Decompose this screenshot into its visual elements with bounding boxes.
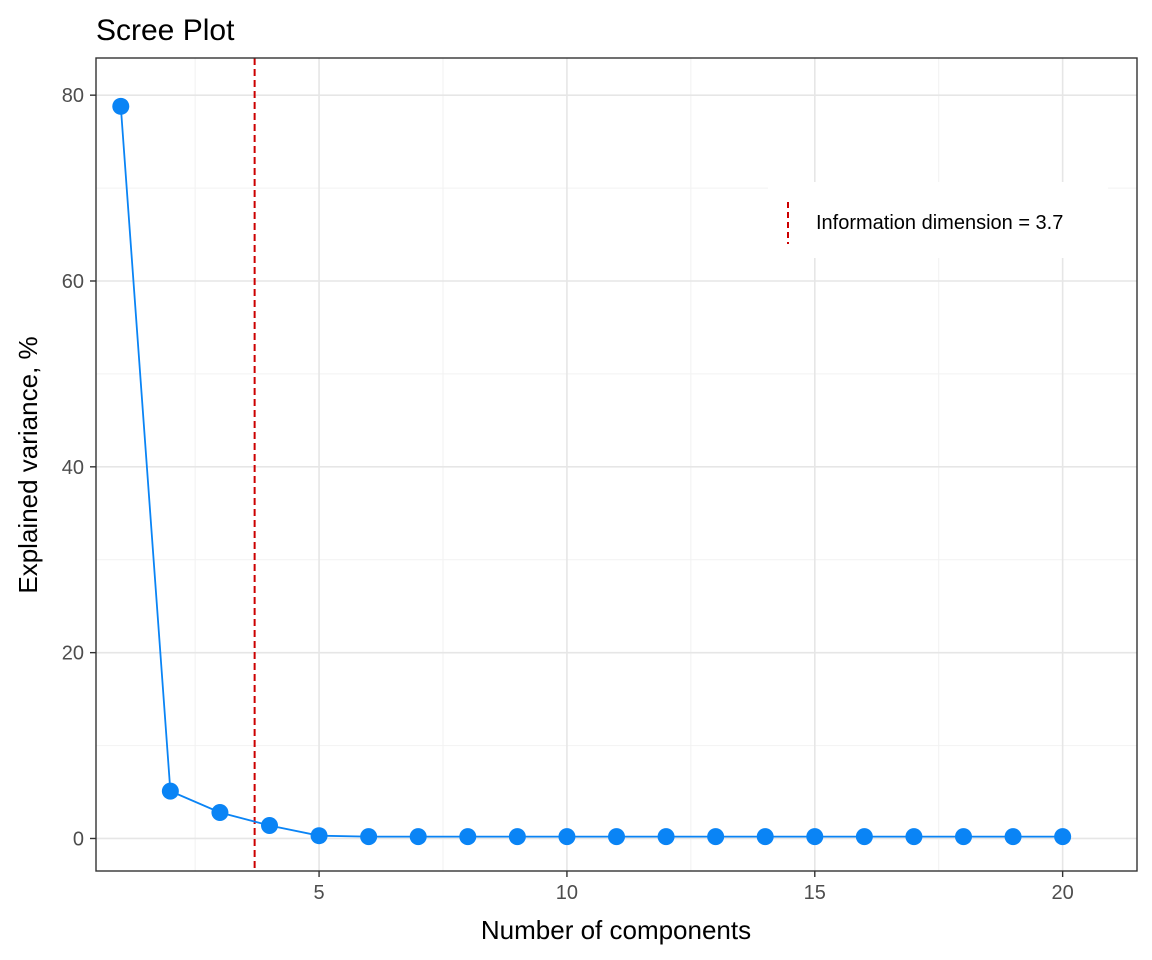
legend-background	[768, 182, 1108, 258]
legend-label: Information dimension = 3.7	[816, 212, 1063, 234]
data-point	[261, 816, 278, 834]
data-point	[508, 828, 526, 846]
y-axis-title: Explained variance, %	[13, 336, 43, 593]
data-point	[161, 782, 179, 800]
data-point	[855, 828, 873, 846]
panel-border	[95, 57, 1138, 872]
x-axis-title: Number of components	[481, 915, 751, 945]
data-point	[806, 828, 824, 846]
data-point	[558, 828, 576, 846]
data-point	[1004, 828, 1022, 846]
y-tick-label: 80	[62, 85, 84, 107]
y-tick-label: 20	[62, 643, 84, 665]
data-point	[707, 828, 725, 846]
data-point	[112, 97, 130, 115]
x-tick-label: 5	[314, 882, 325, 904]
ticks-layer: 5 10 15 20 0 20 40 60 80	[62, 85, 1074, 904]
y-tick-label: 40	[62, 457, 84, 479]
data-point	[459, 828, 477, 846]
data-point	[310, 827, 328, 845]
y-tick-label: 0	[73, 828, 84, 850]
data-point	[409, 828, 427, 846]
y-tick-label: 60	[62, 271, 84, 293]
legend: Information dimension = 3.7	[768, 182, 1108, 258]
data-point	[905, 828, 923, 846]
data-point	[756, 828, 774, 846]
x-tick-label: 10	[556, 882, 578, 904]
x-tick-label: 20	[1052, 882, 1074, 904]
data-point	[608, 828, 625, 846]
data-point	[657, 828, 675, 846]
series-layer	[112, 97, 1072, 846]
data-point	[360, 828, 378, 846]
chart-title: Scree Plot	[96, 14, 235, 47]
data-point	[211, 803, 229, 821]
data-point	[955, 828, 972, 846]
data-point	[1054, 828, 1072, 846]
x-tick-label: 15	[804, 882, 826, 904]
